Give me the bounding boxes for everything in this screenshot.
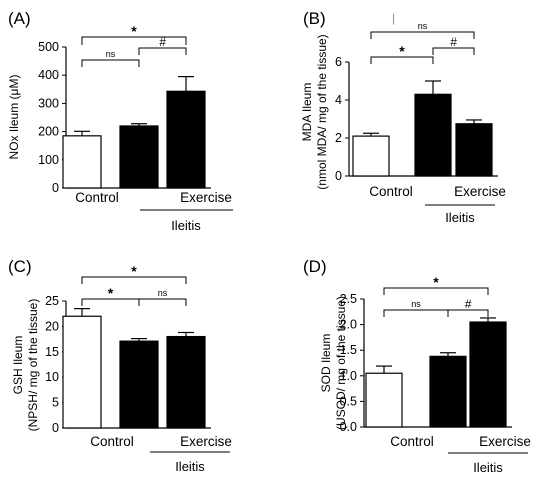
y-tick-label: 500 xyxy=(38,40,59,54)
y-tick-label: 1.0 xyxy=(340,369,357,383)
chart-panel-3: (C) 0 5 10 15 20 25 GSH Ileum (NPSH/ mg of the t… xyxy=(8,257,232,474)
y-axis-label-units: (USOD/ mg of the tissue) xyxy=(334,296,348,430)
significance-label: * xyxy=(433,274,439,290)
y-tick-label: 10 xyxy=(45,370,59,384)
y-tick-label: 0.5 xyxy=(340,394,357,408)
category-label: Exercise xyxy=(454,184,506,199)
y-axis-label-units: (nmol MDA/ mg of the tissue) xyxy=(315,34,329,189)
significance-label: # xyxy=(465,297,472,311)
category-label: Control xyxy=(390,434,434,449)
y-tick-label: 0 xyxy=(52,421,59,435)
y-tick-label: 0 xyxy=(335,169,342,183)
significance-label: ns xyxy=(158,288,168,298)
significance-bracket xyxy=(370,31,475,39)
significance-label: # xyxy=(159,35,166,49)
y-axis-label: SOD Ileum xyxy=(319,334,333,393)
panel-label: (C) xyxy=(8,257,32,276)
y-tick-label: 20 xyxy=(45,319,59,333)
chart-panel-4: (D) 0.0 0.5 1.0 1.5 2.0 2.5 SOD Ileum (USOD/ mg … xyxy=(303,257,531,475)
significance-label: * xyxy=(131,23,137,39)
bar-3 xyxy=(166,90,206,189)
bar-3 xyxy=(166,335,206,429)
significance-label: ns xyxy=(411,299,421,309)
bar-3 xyxy=(455,123,493,177)
y-tick-label: 0.0 xyxy=(340,420,357,434)
significance-label: * xyxy=(131,263,137,279)
bar-1 xyxy=(62,135,102,189)
y-axis-label: MDA Ileum xyxy=(300,83,314,142)
group-label: Ileitis xyxy=(171,218,201,233)
significance-bracket xyxy=(81,36,187,45)
significance-bracket xyxy=(81,59,140,67)
group-label: Ileitis xyxy=(445,210,475,225)
category-label: Exercise xyxy=(180,190,232,205)
bar-2 xyxy=(429,355,467,428)
significance-label: ns xyxy=(106,49,116,59)
y-tick-label: 400 xyxy=(38,68,59,82)
category-label: Control xyxy=(369,184,413,199)
y-tick-label: 25 xyxy=(45,294,59,308)
bar-2 xyxy=(119,125,159,189)
panel-label: (D) xyxy=(303,257,327,276)
group-label: Ileitis xyxy=(473,460,503,475)
bar-1 xyxy=(365,372,403,428)
group-label: Ileitis xyxy=(175,459,205,474)
chart-panel-1: (A) 0 100 200 300 400 500 NOx Ileum (μM) Control… xyxy=(7,9,233,233)
y-axis-label-units: (NPSH/ mg of the tissue) xyxy=(26,299,40,432)
significance-bracket xyxy=(138,298,187,306)
category-label: Control xyxy=(90,434,134,449)
significance-bracket xyxy=(370,56,434,64)
bar-1 xyxy=(352,135,390,177)
y-tick-label: 200 xyxy=(38,125,59,139)
y-tick-label: 15 xyxy=(45,345,59,359)
y-tick-label: 300 xyxy=(38,96,59,110)
stray-mark: | xyxy=(392,11,395,25)
y-tick-label: 5 xyxy=(52,396,59,410)
panel-label: (A) xyxy=(8,9,31,28)
y-tick-label: 6 xyxy=(335,55,342,69)
y-tick-label: 4 xyxy=(335,93,342,107)
bar-1 xyxy=(62,315,102,429)
y-tick-label: 100 xyxy=(38,153,59,167)
y-tick-label: 1.5 xyxy=(340,343,357,357)
significance-bracket xyxy=(447,309,489,317)
significance-label: * xyxy=(108,285,114,301)
significance-bracket xyxy=(432,47,475,55)
y-axis-label: NOx Ileum (μM) xyxy=(7,75,21,160)
bar-2 xyxy=(119,340,159,429)
significance-bracket xyxy=(138,47,187,55)
significance-bracket xyxy=(383,309,449,317)
category-label: Exercise xyxy=(180,434,232,449)
y-tick-label: 0 xyxy=(52,181,59,195)
chart-panel-2: (B) 0 2 4 6 MDA Ileum (nmol MDA/ mg of the tis… xyxy=(300,9,506,225)
significance-bracket xyxy=(383,287,489,295)
panel-label: (B) xyxy=(303,9,326,28)
y-tick-label: 2 xyxy=(335,131,342,145)
bar-3 xyxy=(469,321,507,428)
y-tick-label: 2.5 xyxy=(340,292,357,306)
significance-label: # xyxy=(450,35,457,49)
category-label: Control xyxy=(75,190,119,205)
bar-2 xyxy=(414,93,452,177)
significance-bracket xyxy=(81,276,187,284)
y-axis-label: GSH Ileum xyxy=(11,336,25,395)
y-tick-label: 2.0 xyxy=(340,318,357,332)
significance-label: * xyxy=(399,43,405,59)
significance-label: ns xyxy=(418,21,428,31)
category-label: Exercise xyxy=(479,434,531,449)
